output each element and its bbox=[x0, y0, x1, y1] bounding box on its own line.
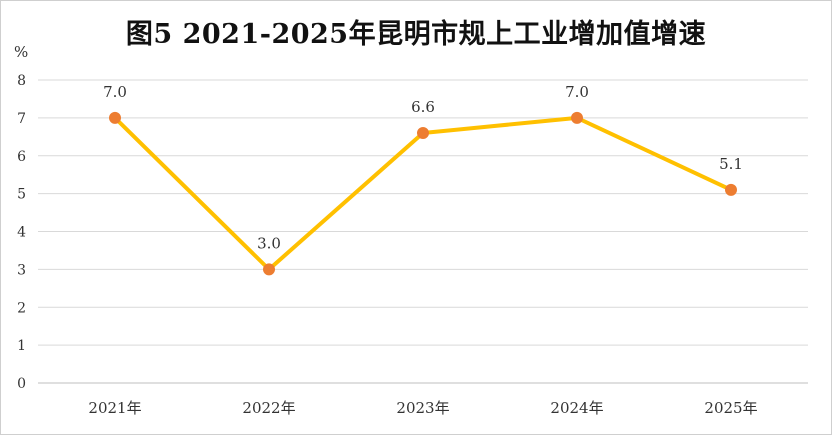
x-tick-label: 2023年 bbox=[396, 399, 449, 417]
y-tick-label: 0 bbox=[17, 376, 26, 392]
axis-layer: 0 1 2 3 4 5 6 7 8% 2021年 2022年 2023年 2024年 2025年 bbox=[14, 43, 758, 417]
y-axis-unit-label: % bbox=[14, 43, 28, 61]
y-tick-label: 6 bbox=[17, 149, 26, 165]
data-label: 5.1 bbox=[719, 155, 743, 173]
data-point bbox=[417, 127, 429, 140]
y-tick-label: 2 bbox=[17, 300, 26, 316]
y-tick-label: 7 bbox=[17, 111, 26, 127]
data-label: 6.6 bbox=[411, 98, 435, 116]
series-layer bbox=[109, 111, 737, 276]
data-point bbox=[571, 111, 583, 124]
y-tick-label: 3 bbox=[17, 262, 26, 278]
data-point bbox=[263, 263, 275, 276]
data-label: 7.0 bbox=[103, 83, 127, 101]
label-layer: 7.0 3.0 6.6 7.0 5.1 bbox=[103, 83, 743, 253]
x-tick-label: 2021年 bbox=[88, 399, 141, 417]
grid-layer bbox=[38, 79, 808, 384]
data-label: 7.0 bbox=[565, 83, 589, 101]
data-point bbox=[109, 111, 121, 124]
chart-title: 图5 2021-2025年昆明市规上工业增加值增速 bbox=[125, 19, 707, 50]
x-tick-label: 2022年 bbox=[242, 399, 295, 417]
x-tick-label: 2024年 bbox=[550, 399, 603, 417]
y-tick-label: 5 bbox=[17, 187, 26, 203]
data-point bbox=[725, 183, 737, 196]
y-tick-label: 4 bbox=[17, 225, 26, 241]
y-tick-label: 8 bbox=[17, 73, 26, 89]
data-label: 3.0 bbox=[257, 234, 281, 252]
x-tick-label: 2025年 bbox=[704, 399, 757, 417]
y-tick-label: 1 bbox=[17, 338, 26, 354]
